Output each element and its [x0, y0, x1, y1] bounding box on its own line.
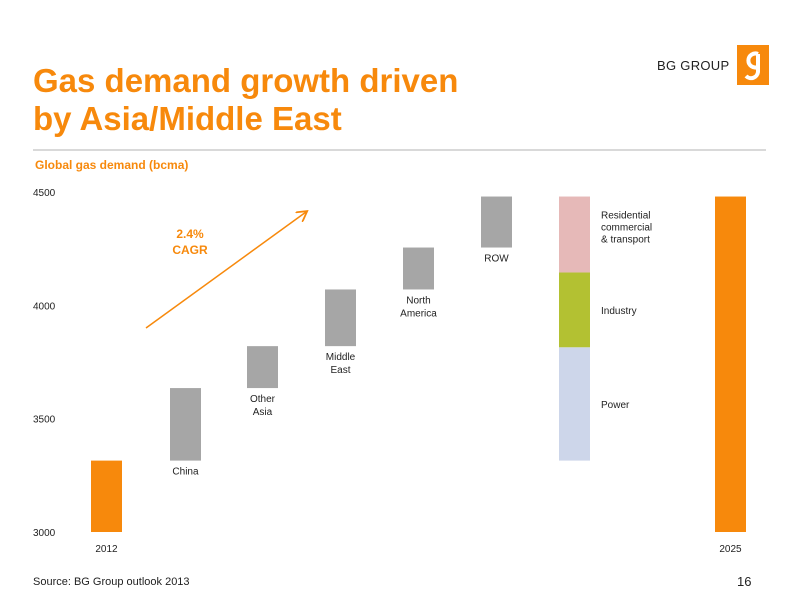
cagr-value: 2.4% [176, 227, 204, 241]
title-divider [33, 149, 766, 151]
bar-label-north-america-0: North [406, 295, 430, 306]
bar-other-asia [247, 346, 278, 389]
title-line-1: Gas demand growth driven [33, 62, 459, 99]
breakdown-segment-residential [559, 196, 590, 273]
bg-logo-icon [737, 45, 769, 85]
y-tick-label-0: 3000 [33, 528, 56, 539]
page-title: Gas demand growth driven by Asia/Middle … [33, 62, 593, 138]
breakdown-segment-industry [559, 272, 590, 348]
bar-2012 [91, 460, 122, 532]
y-tick-label-1: 3500 [33, 415, 56, 426]
breakdown-label-residential-2: & transport [601, 235, 650, 246]
y-tick-label-3: 4500 [33, 188, 56, 199]
bar-row [481, 196, 512, 248]
bar-label-row: ROW [484, 254, 509, 265]
bar-china [170, 388, 201, 461]
bar-label-other-asia-0: Other [250, 394, 276, 405]
bar-label-north-america-1: America [400, 308, 437, 319]
chart-subtitle: Global gas demand (bcma) [35, 158, 189, 172]
bar-2025 [715, 196, 746, 533]
cagr-arrow-icon [145, 212, 306, 329]
bar-label-other-asia-1: Asia [253, 407, 273, 418]
bar-label-middle-east-1: East [330, 365, 350, 376]
breakdown-segment-power [559, 347, 590, 461]
bar-label-2025: 2025 [719, 544, 742, 555]
breakdown-label-power: Power [601, 400, 630, 411]
breakdown-label-residential-1: commercial [601, 223, 652, 234]
title-line-2: by Asia/Middle East [33, 100, 342, 137]
brand-name: BG GROUP [657, 58, 730, 73]
cagr-label: CAGR [172, 243, 208, 257]
page-number: 16 [737, 574, 752, 589]
bar-north-america [403, 247, 434, 290]
breakdown-label-industry: Industry [601, 306, 637, 317]
breakdown-label-residential-0: Residential [601, 211, 650, 222]
source-note: Source: BG Group outlook 2013 [33, 576, 190, 588]
bar-middle-east [325, 289, 356, 347]
y-tick-label-2: 4000 [33, 301, 56, 312]
bar-label-china: China [172, 467, 199, 478]
bar-label-2012: 2012 [95, 544, 118, 555]
bar-label-middle-east-0: Middle [326, 352, 356, 363]
